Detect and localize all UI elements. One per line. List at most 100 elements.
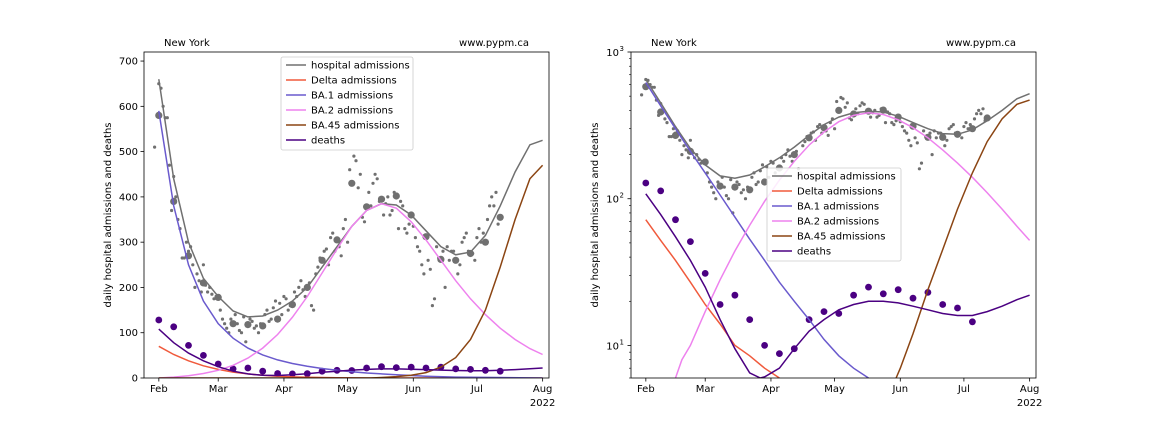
daily-admission-point <box>826 133 830 137</box>
daily-admission-point <box>943 144 947 148</box>
weekly-admission-point <box>348 179 356 187</box>
daily-admission-point <box>195 272 199 276</box>
daily-admission-point <box>917 167 922 171</box>
series-line-ba-45-admissions <box>895 99 1030 378</box>
legend-entry-label: BA.1 admissions <box>311 91 393 102</box>
daily-admission-point <box>167 163 171 167</box>
legend-entry-label: hospital admissions <box>311 61 410 72</box>
daily-admission-point <box>964 121 968 125</box>
legend-entry-label: BA.2 admissions <box>797 217 879 228</box>
death-point <box>687 238 694 246</box>
daily-admission-point <box>962 125 966 129</box>
weekly-admission-point <box>939 133 947 141</box>
daily-admission-point <box>248 317 252 321</box>
daily-admission-point <box>496 222 500 226</box>
death-point <box>731 291 739 299</box>
death-point <box>865 283 872 291</box>
death-point <box>776 350 783 357</box>
daily-admission-point <box>405 231 409 235</box>
series-line-deaths <box>645 193 1030 378</box>
daily-admission-point <box>890 121 894 125</box>
y-tick-label: 0 <box>132 374 138 385</box>
weekly-admission-point <box>244 321 252 329</box>
daily-admission-point <box>422 272 426 276</box>
daily-admission-point <box>390 208 394 213</box>
x-tick-label: Jun <box>891 384 908 395</box>
daily-admission-point <box>458 263 462 267</box>
daily-admission-point <box>485 217 490 222</box>
daily-admission-point <box>816 125 820 129</box>
daily-admission-point <box>220 317 225 321</box>
legend-entry-label: hospital admissions <box>797 172 896 183</box>
weekly-admission-point <box>274 315 282 323</box>
legend-box <box>766 167 902 262</box>
series-line-delta-admissions <box>645 219 780 378</box>
daily-admission-point <box>269 317 273 321</box>
daily-admission-point <box>688 138 693 142</box>
weekly-admission-point <box>481 238 489 246</box>
daily-admission-point <box>737 182 741 187</box>
death-point <box>894 286 902 294</box>
daily-admission-point <box>934 136 938 140</box>
daily-admission-point <box>494 190 498 194</box>
daily-admission-point <box>640 93 644 97</box>
death-point <box>716 301 724 308</box>
daily-admission-point <box>945 138 949 142</box>
daily-admission-point <box>401 204 405 208</box>
weekly-admission-point <box>790 151 798 159</box>
death-point <box>954 304 961 312</box>
daily-admission-point <box>341 227 345 231</box>
y-tick-exponent: 2 <box>620 192 624 200</box>
weekly-admission-point <box>671 131 680 139</box>
daily-admission-point <box>184 240 188 244</box>
x-year-label: 2022 <box>530 398 555 409</box>
legend-entry-label: Delta admissions <box>797 187 883 198</box>
daily-admission-point <box>845 101 849 105</box>
daily-admission-point <box>979 112 983 116</box>
daily-admission-point <box>206 290 210 294</box>
daily-admission-point <box>432 297 437 301</box>
weekly-admission-point <box>452 256 460 264</box>
title-right: www.pypm.ca <box>459 38 529 49</box>
daily-admission-point <box>892 123 896 127</box>
daily-admission-point <box>331 231 335 235</box>
weekly-admission-point <box>333 236 341 244</box>
daily-admission-point <box>900 125 905 129</box>
daily-admission-point <box>710 185 714 189</box>
daily-admission-point <box>960 136 964 140</box>
daily-admission-point <box>750 175 754 179</box>
daily-admission-point <box>714 197 718 201</box>
daily-admission-point <box>418 249 422 253</box>
daily-admission-point <box>473 258 477 262</box>
daily-admission-point <box>754 182 758 187</box>
daily-admission-point <box>858 104 862 108</box>
weekly-admission-point <box>496 213 504 221</box>
y-tick-exponent: 3 <box>620 45 624 53</box>
daily-admission-point <box>273 299 278 303</box>
daily-admission-point <box>373 172 377 176</box>
legend-entry-label: BA.45 admissions <box>797 232 885 243</box>
daily-admission-point <box>415 245 420 249</box>
daily-admission-point <box>475 236 479 240</box>
y-tick-label: 10 <box>606 195 619 206</box>
x-tick-label: Mar <box>696 384 716 395</box>
death-point <box>200 352 207 359</box>
daily-admission-point <box>388 213 392 217</box>
death-point <box>155 316 163 324</box>
daily-admission-point <box>902 129 907 133</box>
daily-admission-point <box>919 161 924 165</box>
series-line-deaths <box>158 328 543 377</box>
weekly-admission-point <box>835 106 843 114</box>
daily-admission-point <box>915 141 919 145</box>
daily-admission-point <box>949 125 953 129</box>
daily-admission-point <box>165 116 169 120</box>
daily-admission-point <box>354 159 358 163</box>
weekly-admission-point <box>657 108 665 116</box>
daily-admission-point <box>428 267 432 271</box>
legend: hospital admissions Delta admissions BA.1 … <box>280 56 414 151</box>
daily-admission-point <box>244 340 248 344</box>
daily-admission-point <box>271 306 275 310</box>
daily-admission-point <box>233 313 237 317</box>
weekly-admission-point <box>761 178 769 186</box>
weekly-admission-point <box>746 186 754 194</box>
